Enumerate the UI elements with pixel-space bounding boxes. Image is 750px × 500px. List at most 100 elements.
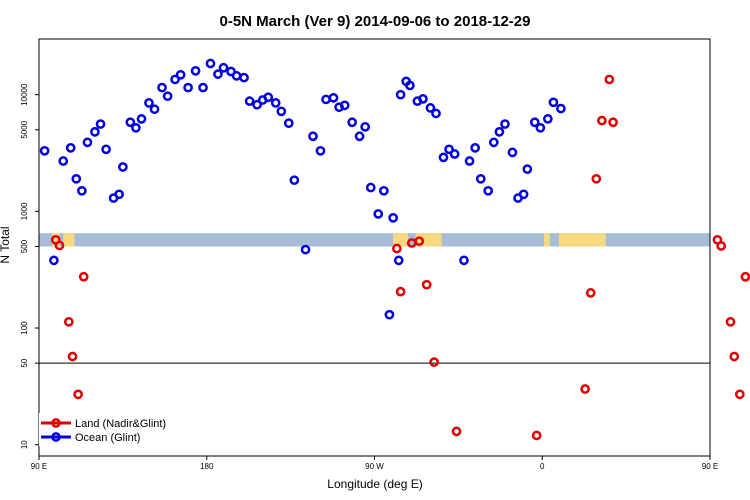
ocean-point: [162, 91, 173, 102]
ocean-point: [82, 137, 93, 148]
ocean-point: [39, 145, 50, 156]
ocean-point: [49, 255, 59, 266]
ocean-point: [183, 82, 193, 93]
ocean-point: [239, 72, 249, 83]
ocean-point: [354, 131, 365, 142]
land-point: [429, 357, 439, 367]
y-axis: 10 50 100 500 1000 5000 10000: [20, 83, 39, 449]
ocean-point: [263, 92, 274, 103]
ocean-point: [300, 244, 311, 255]
ocean-point: [71, 173, 82, 184]
map-land-patch: [594, 233, 606, 247]
land-point: [597, 115, 607, 126]
ocean-point: [347, 117, 357, 128]
ocean-point: [494, 127, 505, 137]
y-tick-label: 500: [20, 239, 29, 253]
ocean-point: [339, 100, 350, 111]
land-point: [725, 316, 736, 327]
legend-land-label: Land (Nadir&Glint): [75, 418, 166, 430]
land-point: [78, 271, 89, 282]
land-point: [395, 286, 406, 297]
ocean-point: [101, 144, 111, 155]
y-tick-label: 10: [20, 440, 29, 449]
ocean-point: [488, 137, 499, 148]
ocean-point: [418, 94, 428, 104]
ocean-point: [244, 96, 255, 106]
map-ocean-band: [39, 233, 710, 247]
ocean-point: [522, 164, 533, 174]
land-point: [414, 236, 425, 247]
chart-title: 0-5N March (Ver 9) 2014-09-06 to 2018-12…: [219, 13, 530, 30]
map-land-patch: [52, 233, 60, 247]
x-axis: 90 E 180 90 W 0 90 E: [31, 456, 718, 471]
ocean-point: [205, 58, 216, 69]
ocean-point: [475, 173, 486, 184]
ocean-point: [131, 122, 141, 133]
ocean-point: [405, 80, 415, 91]
land-point: [585, 288, 596, 298]
y-axis-label: N Total: [0, 226, 12, 263]
ocean-point: [276, 106, 287, 117]
ocean-point: [431, 108, 441, 119]
ocean-point: [144, 98, 154, 108]
ocean-point: [58, 156, 69, 166]
ocean-point: [384, 309, 395, 320]
ocean-point: [65, 143, 76, 153]
ocean-point: [118, 162, 128, 172]
legend-box: [39, 413, 185, 446]
land-point: [729, 351, 740, 362]
land-point: [63, 316, 74, 327]
ocean-point: [77, 185, 87, 196]
x-tick-label: 90 E: [31, 462, 47, 471]
data-points: [39, 58, 750, 441]
land-point: [67, 351, 78, 362]
ocean-point: [315, 145, 326, 156]
ocean-point: [395, 89, 406, 100]
ocean-point: [365, 182, 376, 193]
ocean-point: [425, 103, 436, 113]
legend-land-marker: [51, 418, 61, 428]
land-point: [734, 389, 745, 400]
ocean-point: [289, 175, 300, 186]
y-tick-label: 100: [20, 321, 29, 335]
ocean-point: [529, 117, 540, 128]
ocean-point: [378, 185, 389, 196]
land-point: [392, 243, 402, 254]
ocean-point: [500, 119, 510, 129]
ocean-point: [464, 156, 475, 166]
ocean-point: [157, 82, 167, 93]
land-point: [531, 430, 542, 441]
ocean-point: [218, 62, 229, 73]
ocean-point: [535, 122, 546, 133]
land-point: [591, 173, 602, 184]
map-strip: [39, 233, 710, 247]
x-tick-label: 90 W: [365, 462, 384, 471]
land-point: [608, 117, 618, 128]
legend-ocean-marker: [51, 432, 61, 442]
ocean-point: [556, 103, 566, 114]
map-land-patch: [63, 233, 75, 247]
ocean-point: [542, 114, 553, 124]
land-point: [604, 74, 615, 85]
ocean-point: [213, 69, 223, 79]
ocean-point: [444, 144, 454, 155]
ocean-point: [518, 189, 529, 200]
land-point: [54, 240, 65, 251]
map-land-patch: [559, 233, 595, 247]
ocean-point: [360, 121, 371, 132]
ocean-point: [198, 82, 208, 93]
ocean-point: [125, 117, 136, 128]
ocean-point: [252, 99, 262, 110]
ocean-point: [136, 114, 147, 124]
y-tick-label: 5000: [20, 120, 29, 138]
ocean-point: [175, 69, 186, 80]
ocean-point: [388, 212, 398, 223]
ocean-point: [548, 97, 559, 108]
legend: Land (Nadir&Glint) Ocean (Glint): [39, 413, 185, 446]
ocean-point: [95, 119, 106, 129]
y-tick-label: 10000: [20, 83, 29, 106]
ocean-point: [170, 74, 180, 85]
ocean-point: [328, 92, 339, 103]
ocean-point: [90, 127, 100, 137]
